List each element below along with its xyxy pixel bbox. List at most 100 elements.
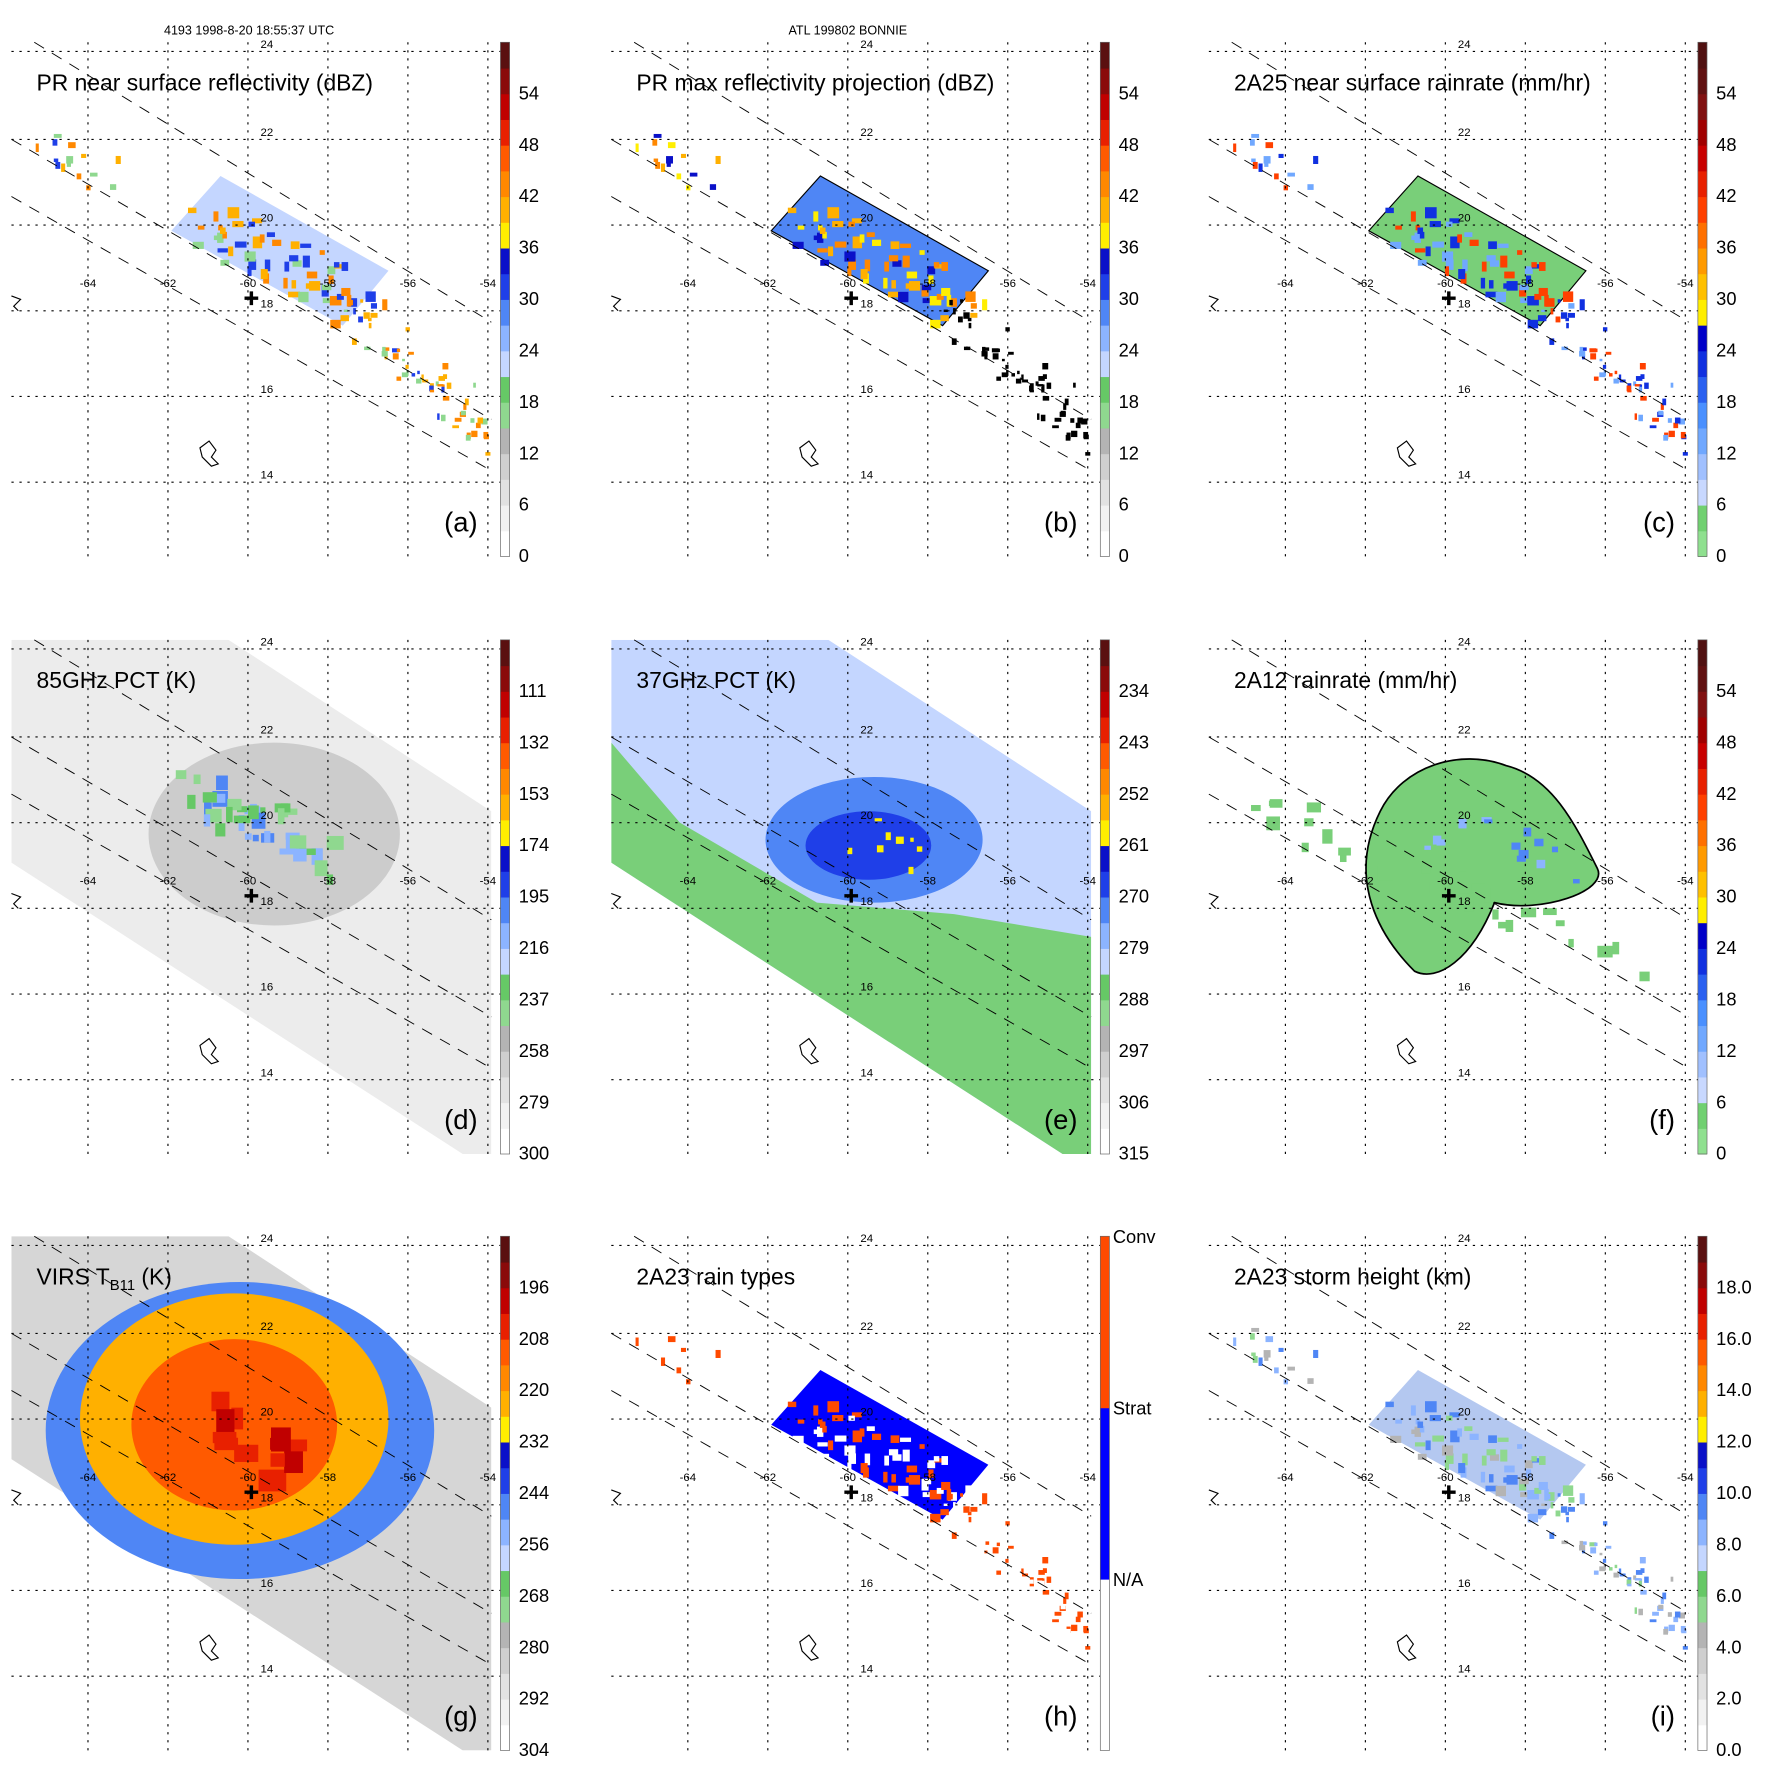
colorbar-segment [1100,1128,1110,1155]
longitude-label: -54 [1677,875,1694,887]
data-pixel [187,794,196,809]
data-pixel [1599,358,1603,362]
data-pixel [1500,255,1508,268]
panel-f: 24 22 20 18 16 14 -64 -62 -60 -58 -56 -54 2A12 rainr… [1208,637,1736,1164]
colorbar-segment [500,1544,510,1572]
data-pixel [1251,1327,1260,1332]
colorbar-segment [1697,974,1708,1001]
data-pixel [1070,1612,1075,1617]
data-pixel [1458,1463,1466,1474]
data-pixel [996,1570,1002,1575]
data-pixel [322,298,332,304]
data-pixel [1233,143,1237,153]
data-pixel [1662,398,1667,406]
colorbar-segment [1697,1441,1708,1469]
colorbar-tick-label: Conv [1113,1226,1157,1247]
data-pixel [930,319,941,329]
data-pixel [1680,1625,1686,1633]
colorbar-frame [500,1235,510,1751]
data-pixel [951,1532,957,1539]
data-pixel [1658,410,1664,416]
data-pixel [1081,418,1088,425]
storm-center-icon [244,888,259,903]
colorbar-segment [1100,1025,1110,1052]
colorbar-segment [1697,1313,1708,1340]
colorbar: 111 132 153 174 195 216 237 258 279 300 [500,639,549,1164]
coastline [1208,1489,1220,1506]
colorbar-segment [1100,479,1110,506]
colorbar-frame [1697,639,1708,1155]
latitude-label: 20 [261,1407,274,1419]
data-pixel [906,271,918,279]
colorbar-segment [1697,1596,1708,1623]
longitude-label: -56 [400,278,417,290]
data-pixel [981,351,988,357]
data-pixel [290,241,300,249]
longitude-label: -58 [920,278,937,290]
data-pixel [1037,1607,1040,1614]
colorbar-tick-label: 6.0 [1716,1585,1741,1606]
data-pixel [1640,1568,1645,1574]
data-pixel [928,275,934,284]
data-pixel [277,808,285,825]
swath-edge-line [611,1332,1092,1614]
data-pixel [984,347,990,351]
colorbar-tick-label: 48 [1119,134,1139,155]
data-pixel [1539,262,1546,271]
data-pixel [848,259,857,270]
data-pixel [66,156,74,164]
colorbar-tick-label: 6 [1119,494,1129,515]
data-pixel [822,1425,827,1433]
colorbar-segment [1697,1128,1708,1155]
data-pixel [1634,413,1638,420]
data-pixel [321,284,332,291]
colorbar-tick-label: 280 [519,1636,549,1657]
data-pixel [888,255,899,262]
data-pixel [1052,425,1059,429]
colorbar-tick-label: 54 [519,82,539,103]
data-pixel [1071,430,1078,438]
latitude-label: 22 [1458,127,1471,139]
data-pixel [1573,879,1580,884]
data-pixel [1001,1566,1008,1572]
data-pixel [908,281,921,291]
data-pixel [1668,1624,1675,1632]
data-pixel [1484,819,1493,824]
data-pixel [365,291,376,302]
data-pixel [1597,945,1613,958]
data-pixel [847,1460,852,1471]
data-pixel [1064,1592,1069,1600]
data-pixel [405,364,409,369]
data-pixel [1083,1625,1089,1633]
colorbar-segment [500,119,510,146]
panel-h: 24 22 20 18 16 14 -64 -62 -60 -58 -56 -54 2A23 rain … [611,1226,1157,1752]
colorbar-segment [500,1493,510,1520]
longitude-label: -58 [920,1472,937,1484]
data-pixel [1304,818,1314,827]
colorbar-segment [500,1076,510,1104]
data-pixel [941,262,948,271]
swath-edge-line [34,1235,492,1517]
colorbar-tick-label: 14.0 [1716,1379,1752,1400]
latitude-label: 20 [860,213,873,225]
longitude-label: -56 [1597,875,1614,887]
data-pixel [709,184,717,190]
data-pixel [902,1449,910,1462]
colorbar-segment [1100,1407,1110,1580]
data-pixel [270,1437,286,1450]
colorbar: Conv Strat N/A [1099,1226,1157,1752]
panel-d: 24 22 20 18 16 14 -64 -62 -60 -58 -56 -54 85GHz PCT … [11,637,549,1164]
data-pixel [900,1437,912,1442]
data-pixel [1633,1575,1637,1580]
data-pixel [1410,211,1416,222]
colorbar-tick-label: 0 [1119,545,1129,566]
data-pixel [437,384,444,387]
data-pixel [832,221,844,228]
data-pixel [1464,232,1473,238]
data-pixel [1038,1570,1045,1575]
data-pixel [1525,275,1532,284]
latitude-label: 20 [261,810,274,822]
data-pixel [61,163,66,172]
colorbar-segment [1697,1699,1708,1726]
data-pixel [1504,1465,1515,1473]
